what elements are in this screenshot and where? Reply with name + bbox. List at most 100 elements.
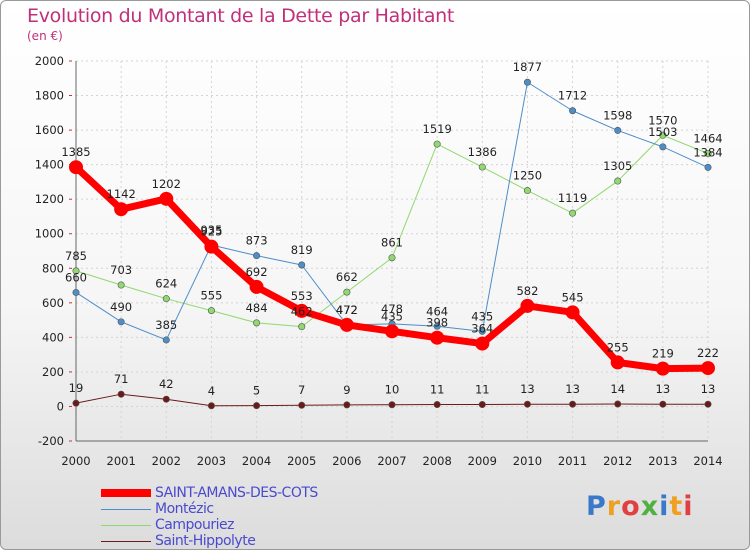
data-label-mont-zic: 490 <box>110 300 132 314</box>
data-point-saint-hippolyte <box>343 401 351 409</box>
proxiti-logo: Proxiti <box>586 491 694 522</box>
legend-swatch <box>101 489 151 497</box>
x-tick-label: 2011 <box>558 454 587 468</box>
data-point-saint-amans-des-cots <box>475 336 490 351</box>
logo-letter: o <box>621 491 641 522</box>
data-point-campouriez <box>117 281 125 289</box>
legend-label: SAINT-AMANS-DES-COTS <box>155 485 318 501</box>
data-point-mont-zic <box>704 163 712 171</box>
data-label-campouriez: 861 <box>381 236 403 250</box>
data-point-campouriez <box>388 254 396 262</box>
legend-item: SAINT-AMANS-DES-COTS <box>101 485 318 501</box>
x-tick-label: 2013 <box>648 454 677 468</box>
logo-letter: r <box>606 491 622 522</box>
data-label-saint-amans-des-cots: 255 <box>607 340 629 354</box>
data-point-saint-amans-des-cots <box>655 361 670 376</box>
data-point-saint-hippolyte <box>659 400 667 408</box>
data-point-mont-zic <box>523 78 531 86</box>
data-label-campouriez: 484 <box>246 301 268 315</box>
data-label-campouriez: 1305 <box>603 159 632 173</box>
data-point-campouriez <box>569 209 577 217</box>
legend-swatch <box>101 524 151 526</box>
data-label-saint-hippolyte: 13 <box>520 382 535 396</box>
data-label-campouriez: 1250 <box>513 169 542 183</box>
data-point-mont-zic <box>117 318 125 326</box>
data-point-saint-amans-des-cots <box>701 361 715 376</box>
data-point-campouriez <box>207 307 215 315</box>
data-label-saint-hippolyte: 13 <box>701 382 716 396</box>
x-tick-label: 2001 <box>107 454 136 468</box>
legend-label: Montézic <box>155 501 214 517</box>
data-label-saint-amans-des-cots: 435 <box>381 309 403 323</box>
data-label-saint-amans-des-cots: 1385 <box>61 145 90 159</box>
data-label-saint-amans-des-cots: 219 <box>652 347 674 361</box>
data-point-saint-amans-des-cots <box>610 355 625 370</box>
data-point-mont-zic <box>478 327 486 335</box>
y-tick-label: 2000 <box>35 54 64 68</box>
legend-label: Campouriez <box>155 517 234 533</box>
y-tick-label: 800 <box>42 261 64 275</box>
data-point-saint-hippolyte <box>253 402 261 410</box>
data-label-saint-hippolyte: 42 <box>159 377 174 391</box>
data-point-saint-hippolyte <box>388 401 396 409</box>
data-point-mont-zic <box>253 252 261 260</box>
data-label-saint-amans-des-cots: 582 <box>516 284 538 298</box>
data-label-campouriez: 703 <box>110 263 132 277</box>
x-tick-label: 2008 <box>423 454 452 468</box>
data-point-mont-zic <box>72 288 80 296</box>
data-label-campouriez: 462 <box>291 305 313 319</box>
data-label-saint-amans-des-cots: 472 <box>336 303 358 317</box>
data-point-saint-hippolyte <box>704 400 712 408</box>
logo-letter: i <box>659 491 670 522</box>
data-label-mont-zic: 873 <box>246 234 268 248</box>
data-label-mont-zic: 1877 <box>513 60 542 74</box>
legend-swatch <box>101 540 151 542</box>
data-label-mont-zic: 478 <box>381 302 403 316</box>
data-point-saint-amans-des-cots <box>520 298 535 313</box>
data-point-campouriez <box>659 131 667 139</box>
data-label-mont-zic: 435 <box>471 309 493 323</box>
x-tick-label: 2004 <box>242 454 271 468</box>
data-point-saint-hippolyte <box>207 402 215 410</box>
y-tick-label: 600 <box>42 296 64 310</box>
data-point-campouriez <box>162 295 170 303</box>
data-label-saint-hippolyte: 5 <box>253 384 260 398</box>
data-label-saint-hippolyte: 10 <box>385 383 400 397</box>
y-tick-label: 400 <box>42 330 64 344</box>
unit-label: (en €) <box>27 29 63 43</box>
data-label-campouriez: 555 <box>200 289 222 303</box>
logo-letter: t <box>669 491 684 522</box>
x-tick-label: 2002 <box>152 454 181 468</box>
data-point-saint-hippolyte <box>117 390 125 398</box>
legend-label: Saint-Hippolyte <box>155 533 256 549</box>
data-point-saint-amans-des-cots <box>565 305 580 320</box>
data-point-saint-amans-des-cots <box>69 160 83 175</box>
legend-item: Campouriez <box>101 517 318 533</box>
data-point-mont-zic <box>659 143 667 151</box>
data-point-mont-zic <box>569 107 577 115</box>
data-label-saint-hippolyte: 11 <box>475 383 490 397</box>
data-label-saint-amans-des-cots: 545 <box>562 290 584 304</box>
data-point-saint-amans-des-cots <box>294 303 309 318</box>
legend-item: Saint-Hippolyte <box>101 533 318 549</box>
data-label-campouriez: 624 <box>155 277 177 291</box>
data-point-saint-hippolyte <box>72 399 80 407</box>
data-point-campouriez <box>704 150 712 158</box>
data-label-saint-amans-des-cots: 1142 <box>107 187 136 201</box>
data-point-campouriez <box>72 267 80 275</box>
logo-letter: i <box>683 491 694 522</box>
data-point-campouriez <box>523 187 531 195</box>
chart-title: Evolution du Montant de la Dette par Hab… <box>27 5 455 27</box>
x-tick-label: 2007 <box>377 454 406 468</box>
data-label-mont-zic: 385 <box>155 318 177 332</box>
data-point-saint-hippolyte <box>569 400 577 408</box>
y-tick-label: 0 <box>57 399 64 413</box>
data-label-mont-zic: 464 <box>426 304 448 318</box>
data-point-saint-hippolyte <box>298 401 306 409</box>
data-label-saint-amans-des-cots: 222 <box>697 346 719 360</box>
data-label-mont-zic: 935 <box>200 223 222 237</box>
data-label-saint-hippolyte: 4 <box>208 384 215 398</box>
data-label-saint-amans-des-cots: 398 <box>426 316 448 330</box>
data-label-campouriez: 1119 <box>558 191 587 205</box>
data-label-campouriez: 785 <box>65 249 87 263</box>
